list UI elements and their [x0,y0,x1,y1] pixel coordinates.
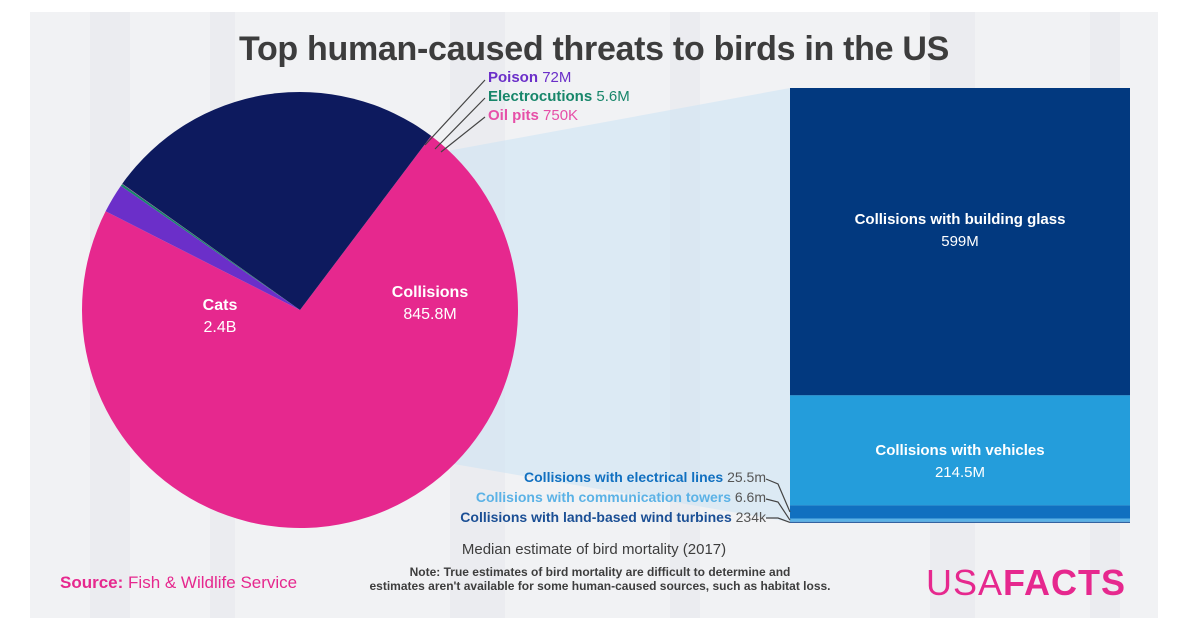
pie-slice-collisions [122,91,432,310]
zoom-connector [442,88,790,522]
slice-value: 750K [543,107,579,124]
slice-name: Cats [202,297,238,314]
slice-value: 72M [542,69,572,86]
slice-name: Poison [488,69,539,86]
slice-name: Oil pits [488,107,539,124]
bar-value: 234k [735,509,766,525]
slice-label-collisions: Collisions 845.8M [370,282,490,326]
pie-slice-cats [82,135,519,529]
pie-slice-oil-pits [122,183,300,310]
source-label: Source: [60,573,124,592]
bar-name: Collisions with building glass [854,211,1066,228]
leader-line-wind-turbines [766,517,791,523]
leader-lines [424,79,791,523]
chart-caption: Median estimate of bird mortality (2017) [461,541,727,558]
slice-value: 2.4B [203,319,237,336]
pie-slice-poison [105,185,301,310]
bar-name: Collisions with communication towers [475,489,731,505]
chart-note: Note: True estimates of bird mortality a… [320,565,880,593]
stacked-bar-chart [790,88,1130,523]
bar-name: Collisions with vehicles [875,442,1045,459]
slice-label-cats: Cats 2.4B [170,295,270,339]
bar-label-communication-towers: Collisions with communication towers 6.6… [476,489,766,505]
bar-name: Collisions with electrical lines [524,469,724,485]
note-line: Note: True estimates of bird mortality a… [409,565,791,579]
slice-name: Electrocutions [488,88,593,105]
pie-chart [82,91,519,529]
brand-part: USA [925,562,1003,603]
bar-segment-building-glass [790,88,1130,396]
slice-label-oil-pits: Oil pits 750K [488,107,578,124]
bar-label-wind-turbines: Collisions with land-based wind turbines… [460,509,766,525]
leader-line-oil-pits [440,116,486,153]
bar-name: Collisions with land-based wind turbines [460,509,732,525]
chart-title: Top human-caused threats to birds in the… [239,30,949,68]
leader-line-communication-towers [765,498,791,521]
source-credit: Source: Fish & Wildlife Service [60,573,297,593]
bar-label-building-glass: Collisions with building glass 599M [790,209,1130,253]
bar-value: 6.6m [734,489,766,505]
bar-value: 599M [941,233,979,250]
bar-label-vehicles: Collisions with vehicles 214.5M [790,440,1130,484]
brand-logo: USAFACTS [926,562,1126,604]
pie-slice-electrocutions [120,183,300,310]
bar-segment-electrical-lines [790,505,1130,519]
chart-canvas [82,79,1130,529]
brand-part: FACTS [1002,562,1126,603]
source-value: Fish & Wildlife Service [128,573,298,592]
bar-value: 25.5m [727,469,766,485]
slice-value: 845.8M [403,306,457,323]
slice-label-poison: Poison 72M [488,69,571,86]
chart-card: Top human-caused threats to birds in the… [30,12,1158,618]
leader-line-electrocutions [434,97,486,150]
leader-line-electrical-lines [765,478,791,513]
bar-segment-vehicles [790,395,1130,506]
bar-segment-communication-towers [790,518,1130,522]
leader-line-poison [424,79,486,146]
bar-segment-wind-turbines [790,521,1130,523]
note-line: estimates aren't available for some huma… [369,579,831,593]
slice-name: Collisions [391,284,469,301]
slice-value: 5.6M [596,88,630,105]
bar-value: 214.5M [934,464,986,481]
bar-label-electrical-lines: Collisions with electrical lines 25.5m [524,469,766,485]
slice-label-electrocutions: Electrocutions 5.6M [488,88,630,105]
